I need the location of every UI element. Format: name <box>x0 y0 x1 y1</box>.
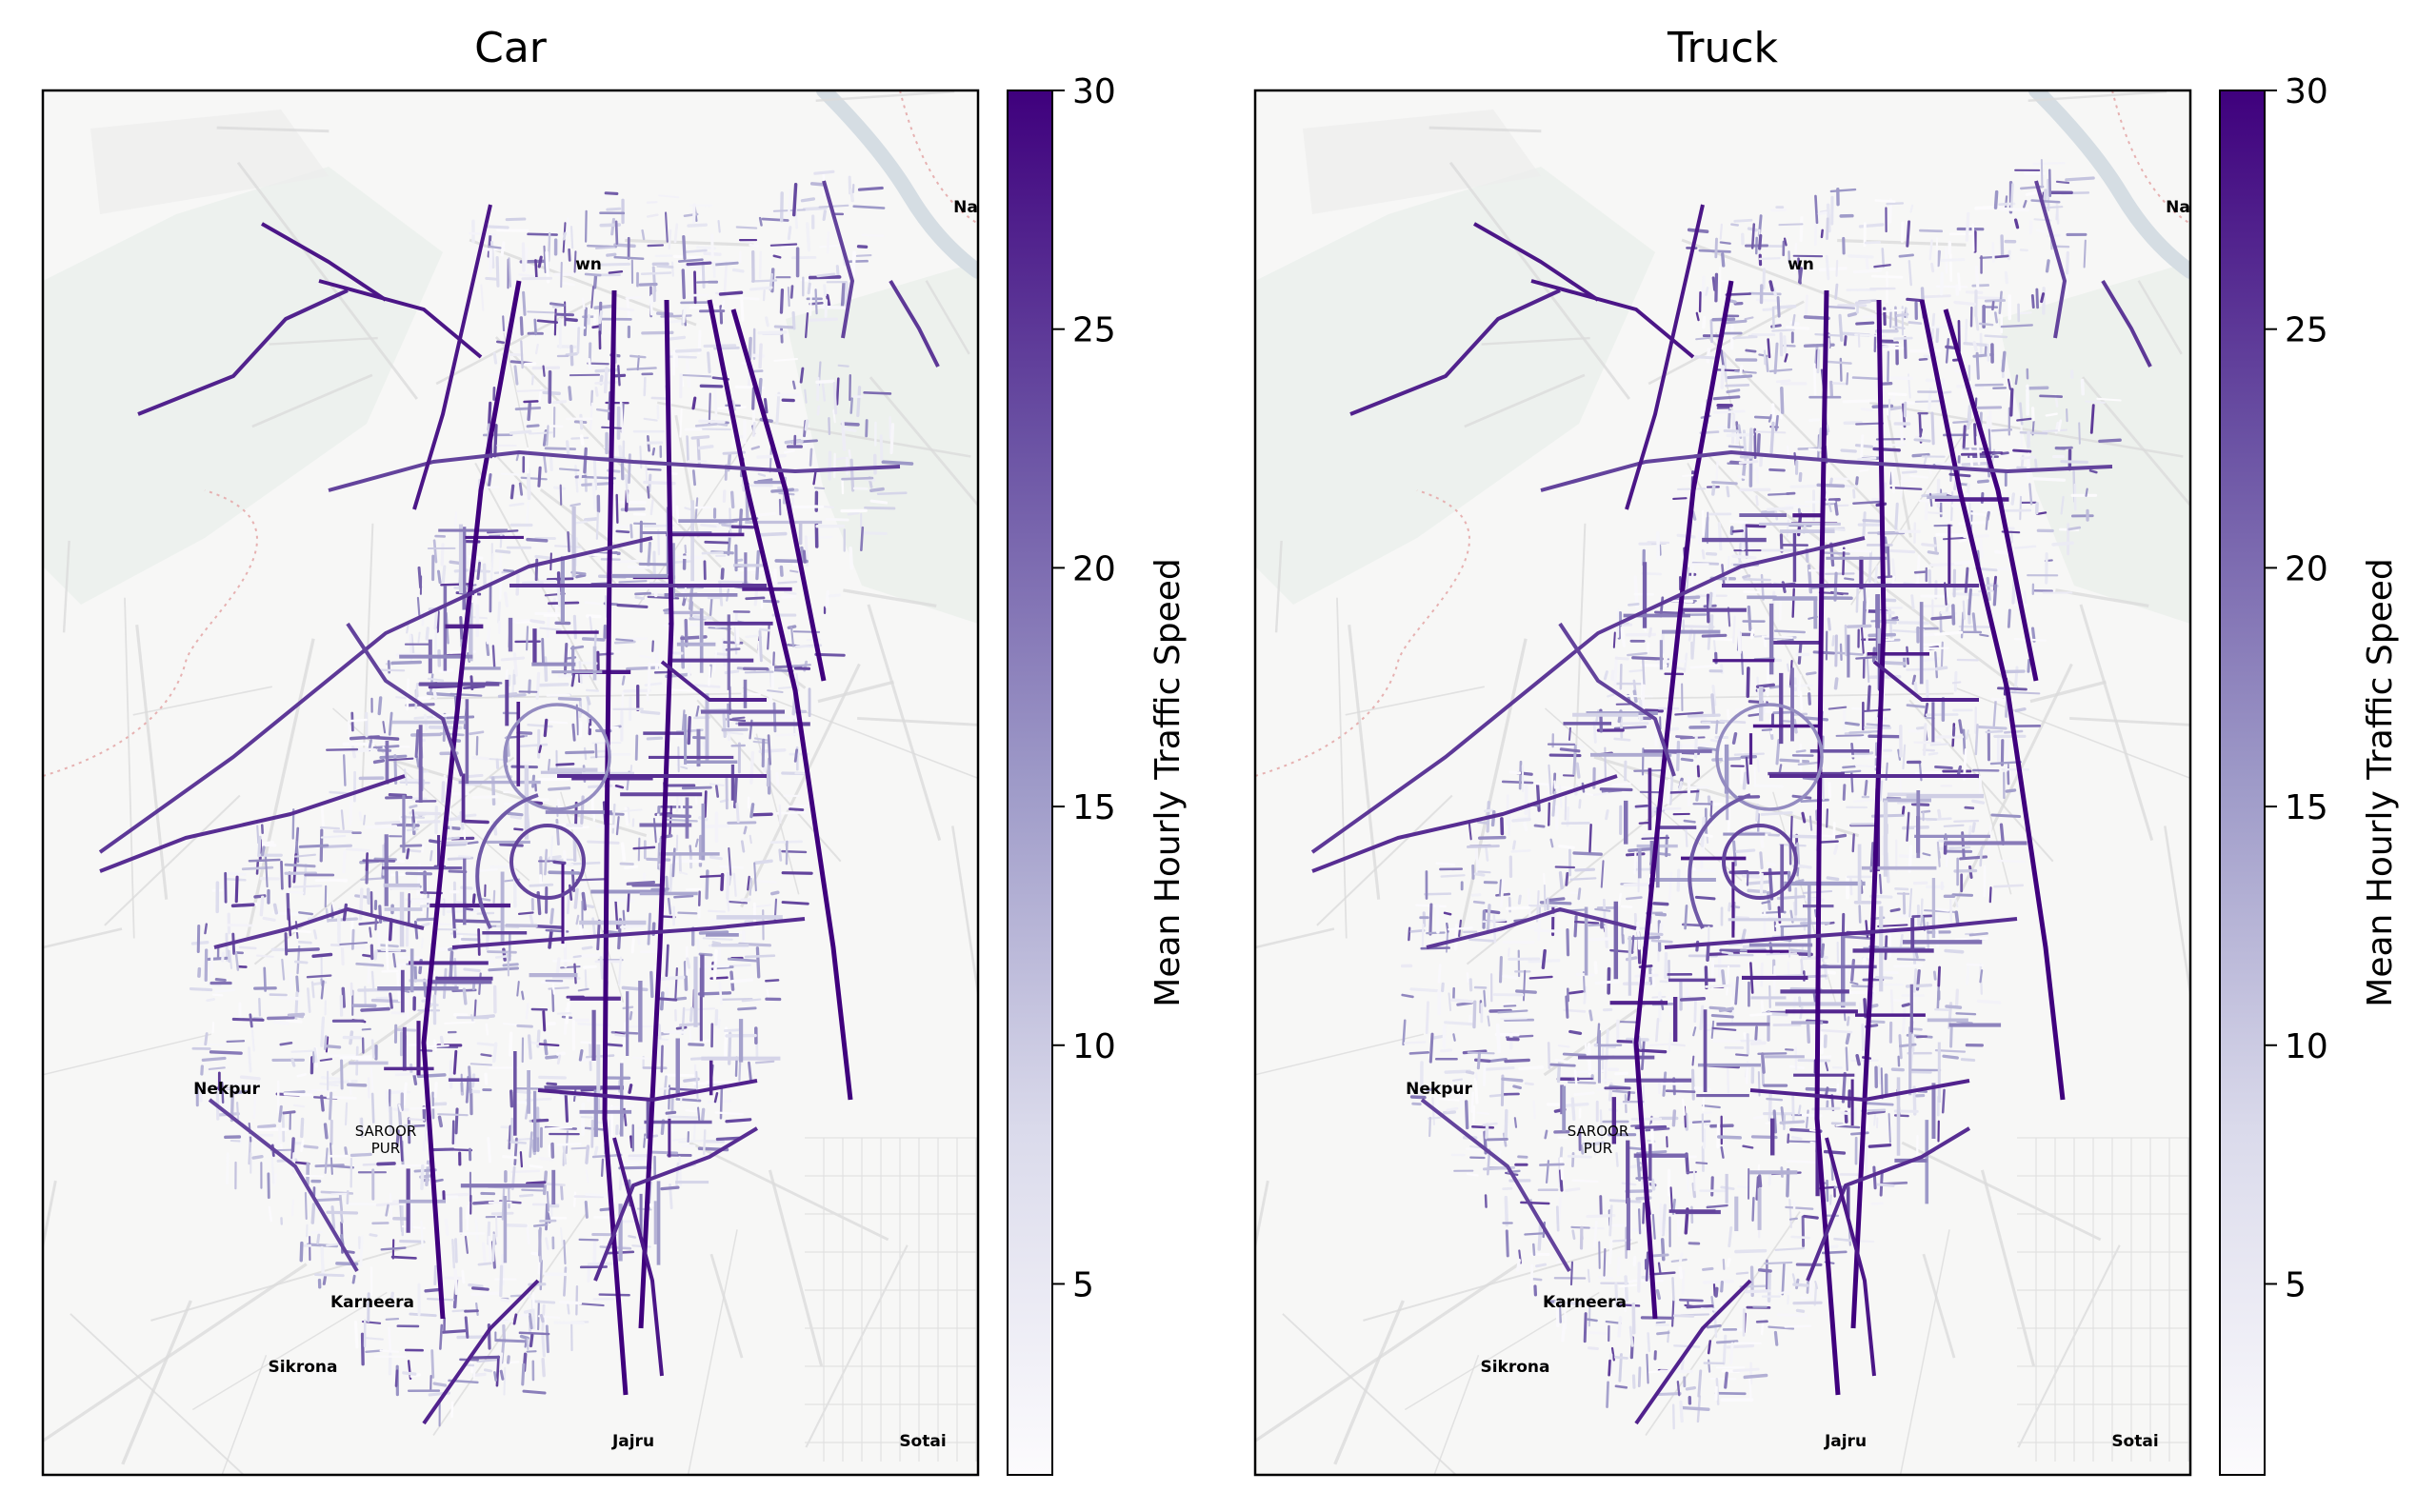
place-label-na: Na <box>2166 198 2190 217</box>
colorbar-tick-label: 10 <box>1072 1027 1116 1066</box>
colorbar-tick-label: 15 <box>1072 788 1116 827</box>
colorbar-gradient <box>1007 90 1053 1476</box>
place-label-sikrona: Sikrona <box>1480 1358 1549 1377</box>
colorbar-tick-label: 30 <box>1072 72 1116 111</box>
colorbar: 5 10 15 20 25 30 Mean Hourly Traffic Speed <box>2219 72 2400 1476</box>
place-label-pur: PUR <box>1584 1140 1612 1157</box>
place-label-sotai: Sotai <box>899 1432 946 1451</box>
place-label-sotai: Sotai <box>2111 1432 2158 1451</box>
colorbar-ticks: 5 10 15 20 25 30 <box>1052 72 1116 1304</box>
place-label-saroor: SAROOR <box>1568 1123 1629 1140</box>
place-label-na: Na <box>953 198 978 217</box>
place-label-town: wn <box>575 255 602 274</box>
colorbar-gradient <box>2219 90 2266 1476</box>
map-frame <box>1253 89 2192 1477</box>
car-map-panel: Car Nekpur SAROOR PUR Karneera Sikrona J… <box>41 24 980 1477</box>
place-label-sikrona: Sikrona <box>268 1358 337 1377</box>
colorbar-tick-label: 10 <box>2285 1027 2328 1066</box>
place-label-nekpur: Nekpur <box>193 1080 260 1099</box>
road-speed-network <box>1310 158 2152 1430</box>
colorbar-label: Mean Hourly Traffic Speed <box>1149 558 1188 1006</box>
panel-title: Car <box>474 24 548 72</box>
colorbar-tick-label: 20 <box>2285 549 2328 588</box>
colorbar-tick-label: 25 <box>2285 311 2328 350</box>
place-labels: Nekpur SAROOR PUR Karneera Sikrona Jajru… <box>193 198 978 1451</box>
road-speed-network <box>98 169 940 1427</box>
truck-map-panel: Truck Nekpur SAROOR PUR Karneera Sikrona… <box>1253 24 2192 1477</box>
colorbar-tick-label: 5 <box>1072 1265 1094 1304</box>
place-label-pur: PUR <box>371 1140 400 1157</box>
colorbar-ticks: 5 10 15 20 25 30 <box>2265 72 2328 1304</box>
place-label-jajru: Jajru <box>1824 1432 1867 1451</box>
colorbar-tick-label: 5 <box>2285 1265 2307 1304</box>
colorbar: 5 10 15 20 25 30 Mean Hourly Traffic Speed <box>1007 72 1188 1476</box>
map-frame <box>41 89 980 1477</box>
colorbar-tick-label: 20 <box>1072 549 1116 588</box>
place-label-nekpur: Nekpur <box>1406 1080 1472 1099</box>
colorbar-tick-label: 15 <box>2285 788 2328 827</box>
place-label-karneera: Karneera <box>1543 1293 1627 1312</box>
place-labels: Nekpur SAROOR PUR Karneera Sikrona Jajru… <box>1406 198 2190 1451</box>
colorbar-tick-label: 30 <box>2285 72 2328 111</box>
panel-title: Truck <box>1667 24 1779 72</box>
place-label-karneera: Karneera <box>330 1293 414 1312</box>
place-label-jajru: Jajru <box>611 1432 654 1451</box>
colorbar-tick-label: 25 <box>1072 311 1116 350</box>
colorbar-label: Mean Hourly Traffic Speed <box>2361 558 2400 1006</box>
place-label-town: wn <box>1788 255 1814 274</box>
place-label-saroor: SAROOR <box>355 1123 417 1140</box>
